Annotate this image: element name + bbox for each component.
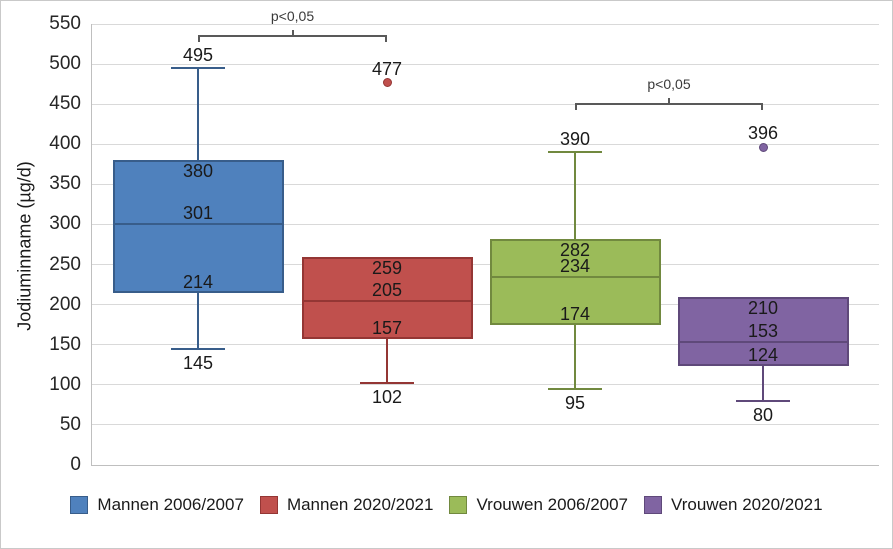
legend-swatch-icon xyxy=(259,496,278,514)
y-tick-label: 450 xyxy=(49,93,81,115)
median-line xyxy=(301,299,473,302)
y-tick-label: 150 xyxy=(49,333,81,355)
q3-label: 380 xyxy=(182,161,214,182)
outlier-dot xyxy=(758,142,768,152)
legend-swatch-icon xyxy=(644,496,663,514)
y-axis-line xyxy=(91,24,92,465)
median-line xyxy=(677,341,849,344)
bracket-left-hook xyxy=(575,103,577,111)
gridline xyxy=(91,464,879,466)
legend-swatch-icon xyxy=(449,496,468,514)
significance-bracket-line xyxy=(198,35,387,38)
gridline xyxy=(91,143,879,145)
upper-whisker-line xyxy=(197,68,199,161)
upper-whisker-cap xyxy=(171,67,225,70)
bracket-right-hook xyxy=(385,35,387,43)
box xyxy=(301,257,473,340)
legend-swatch-icon xyxy=(70,496,89,514)
gridline xyxy=(91,223,879,225)
box xyxy=(677,296,849,366)
y-tick-label: 250 xyxy=(49,253,81,275)
q3-label: 210 xyxy=(747,297,779,318)
whisker-high-label: 390 xyxy=(559,129,591,150)
lower-whisker-cap xyxy=(736,399,790,402)
legend-label: Vrouwen 2020/2021 xyxy=(671,495,823,514)
bracket-center-tick xyxy=(291,30,294,37)
q3-label: 282 xyxy=(559,239,591,260)
q1-label: 157 xyxy=(371,318,403,339)
q3-label: 259 xyxy=(371,258,403,279)
y-tick-label: 300 xyxy=(49,213,81,235)
bracket-center-tick xyxy=(668,98,670,105)
median-label: 234 xyxy=(559,256,591,277)
legend-item: Mannen 2020/2021 xyxy=(259,495,434,515)
q1-label: 214 xyxy=(182,272,214,293)
median-label: 205 xyxy=(371,279,403,300)
gridline xyxy=(91,103,879,105)
legend: Mannen 2006/2007 Mannen 2020/2021 Vrouwen … xyxy=(1,495,892,515)
whisker-low-label: 145 xyxy=(182,352,214,373)
lower-whisker-line xyxy=(386,339,388,384)
significance-label: p<0,05 xyxy=(270,8,315,25)
y-tick-label: 400 xyxy=(49,133,81,155)
legend-label: Mannen 2006/2007 xyxy=(97,495,244,514)
q1-label: 174 xyxy=(559,304,591,325)
lower-whisker-line xyxy=(574,325,576,389)
upper-whisker-line xyxy=(574,152,576,239)
y-tick-label: 100 xyxy=(49,373,81,395)
outlier-dot xyxy=(382,78,392,88)
bracket-left-hook xyxy=(198,35,200,43)
legend-label: Mannen 2020/2021 xyxy=(286,495,434,514)
y-tick-label: 200 xyxy=(49,293,81,315)
median-label: 153 xyxy=(747,321,779,342)
legend-item: Vrouwen 2006/2007 xyxy=(449,495,628,515)
median-line xyxy=(112,222,284,225)
gridline xyxy=(91,23,879,25)
lower-whisker-cap xyxy=(171,347,225,350)
box xyxy=(112,160,284,294)
y-tick-label: 350 xyxy=(49,173,81,195)
outlier-label: 477 xyxy=(371,58,403,79)
lower-whisker-cap xyxy=(548,387,602,390)
median-label: 301 xyxy=(182,202,214,223)
y-tick-label: 500 xyxy=(49,53,81,75)
box xyxy=(489,238,661,326)
outlier-label: 396 xyxy=(747,123,779,144)
whisker-low-label: 102 xyxy=(371,387,403,408)
significance-bracket-line xyxy=(575,103,763,106)
gridline xyxy=(91,183,879,185)
gridline xyxy=(91,264,879,266)
gridline xyxy=(91,63,879,65)
bracket-right-hook xyxy=(761,103,763,111)
upper-whisker-cap xyxy=(548,151,602,154)
y-tick-label: 50 xyxy=(59,413,81,435)
legend-item: Vrouwen 2020/2021 xyxy=(644,495,823,515)
whisker-low-label: 95 xyxy=(564,392,586,413)
significance-label: p<0,05 xyxy=(647,76,691,93)
gridline xyxy=(91,424,879,426)
whisker-high-label: 495 xyxy=(182,45,214,66)
legend-label: Vrouwen 2006/2007 xyxy=(476,495,629,514)
median-line xyxy=(489,276,661,279)
y-tick-label: 550 xyxy=(49,13,81,34)
lower-whisker-line xyxy=(197,293,199,349)
q1-label: 124 xyxy=(747,344,779,365)
lower-whisker-line xyxy=(762,365,764,401)
whisker-low-label: 80 xyxy=(752,404,774,425)
legend-item: Mannen 2006/2007 xyxy=(70,495,244,515)
gridline xyxy=(91,344,879,346)
gridline xyxy=(91,304,879,306)
y-tick-label: 0 xyxy=(70,454,81,475)
gridline xyxy=(91,384,879,386)
lower-whisker-cap xyxy=(360,382,414,385)
